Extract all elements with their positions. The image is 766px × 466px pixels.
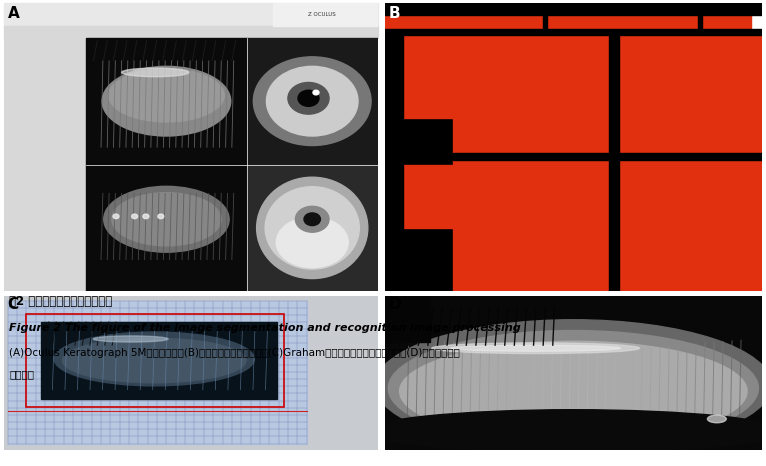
Ellipse shape [388,330,758,446]
Circle shape [708,415,726,423]
Bar [4,3,378,26]
Text: (A)Oculus Keratograph 5M导出的图像；(B)图像分块处理后效果图；(C)Graham算法识别睑板腺图像的区域；(D)自动截取睑板: (A)Oculus Keratograph 5M导出的图像；(B)图像分块处理后… [9,349,460,358]
Bar [698,15,702,29]
Text: A: A [8,6,19,21]
Ellipse shape [257,177,368,279]
Circle shape [132,214,138,219]
Bar [404,35,471,118]
Bar [609,35,619,291]
Circle shape [313,90,319,95]
Text: Figure 2 The figure of the image segmentation and recognition image processing: Figure 2 The figure of the image segment… [9,323,521,333]
Ellipse shape [277,217,349,267]
Bar [453,160,609,291]
Bar [385,35,453,291]
Text: 图2 图像分块与识别图像处理图: 图2 图像分块与识别图像处理图 [9,295,113,308]
Bar [8,301,306,444]
Bar [547,15,698,29]
Ellipse shape [365,410,766,453]
Circle shape [143,214,149,219]
Bar [41,322,277,399]
Ellipse shape [267,66,358,136]
Bar [619,160,762,291]
Ellipse shape [265,187,359,269]
Text: 腺图像。: 腺图像。 [9,370,34,379]
Bar [404,164,471,228]
Circle shape [298,90,319,106]
Bar [385,35,404,291]
Bar [247,38,378,164]
Ellipse shape [450,345,620,351]
Text: Z OCULUS: Z OCULUS [308,12,336,17]
Ellipse shape [432,343,640,354]
Bar [619,35,762,153]
Bar [453,35,609,153]
Ellipse shape [109,69,224,122]
Ellipse shape [103,186,229,252]
Ellipse shape [122,68,189,77]
Circle shape [288,82,329,114]
Ellipse shape [375,320,766,451]
Ellipse shape [400,341,747,441]
Bar [385,3,762,15]
Ellipse shape [54,332,254,386]
Bar [4,26,378,38]
Bar [86,164,247,291]
Bar [543,15,547,29]
Bar [385,29,762,35]
Circle shape [304,213,320,226]
Bar [4,38,86,291]
Bar [247,164,378,291]
Bar [453,153,762,160]
Bar [702,15,751,29]
Bar [273,3,378,26]
Circle shape [113,214,119,219]
Text: D: D [388,297,401,312]
Text: B: B [388,6,400,21]
Bar [86,38,247,164]
Ellipse shape [254,57,371,145]
Bar [26,315,284,407]
Text: C: C [8,297,18,312]
Ellipse shape [93,336,168,342]
Bar [385,15,543,29]
Bar [385,296,430,342]
Ellipse shape [112,192,221,246]
Circle shape [158,214,164,219]
Circle shape [296,206,329,232]
Ellipse shape [62,338,246,383]
Ellipse shape [102,66,231,136]
